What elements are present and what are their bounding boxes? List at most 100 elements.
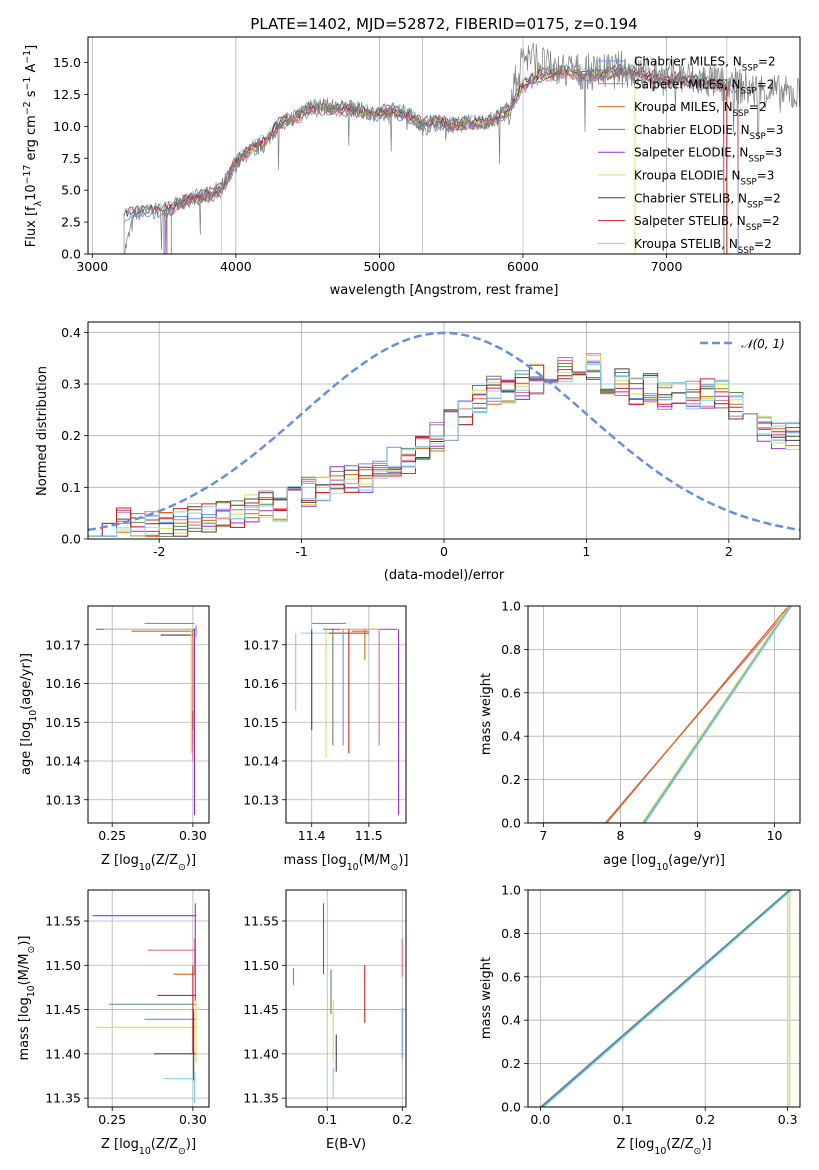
- y-axis-label: mass weight: [479, 957, 494, 1039]
- x-tick-label: 11.4: [298, 828, 326, 843]
- x-tick-label: 2: [725, 544, 733, 559]
- legend-label-0-part: =2: [758, 55, 776, 69]
- gaussian-curve: [88, 331, 800, 532]
- residual-axes: -2 -1 0 1 2 0.0 0.1 0.2 0.3 0.4: [61, 321, 801, 559]
- x-axis-label-part: (age/yr)]: [668, 853, 725, 868]
- legend-label-6-part: =2: [763, 191, 781, 205]
- x-axis-label-part: 10: [656, 862, 668, 873]
- axes-frame: [285, 889, 407, 1108]
- x-tick-label: 0.25: [98, 828, 126, 843]
- age-vs-metallicity-axes: 0.25 0.30 10.13 10.14 10.15 10.16 10.17: [45, 605, 210, 843]
- x-tick-label: 0.25: [98, 1112, 126, 1127]
- y-tick-label: 10.15: [243, 715, 279, 730]
- x-tick-label: 4000: [220, 259, 252, 274]
- cumulative-line-4: [543, 890, 793, 1107]
- x-tick-label: 0.30: [179, 828, 207, 843]
- y-axis-label-part: s: [24, 90, 39, 101]
- legend-label-3-part: =3: [766, 123, 784, 137]
- x-tick-label: 0.1: [317, 1112, 337, 1127]
- axes-frame: [527, 889, 801, 1108]
- model-line-0: [123, 70, 739, 254]
- legend-label-5-part: =3: [757, 169, 775, 183]
- legend-label-2-part: Kroupa MILES, N: [634, 100, 733, 114]
- x-axis-label-part: 10: [347, 862, 359, 873]
- legend-label-2-part: =2: [749, 100, 767, 114]
- x-tick-label: 0.0: [530, 1112, 550, 1127]
- x-axis-label-part: 10: [139, 1146, 151, 1157]
- x-tick-label: 9: [694, 828, 702, 843]
- plot-area: [528, 890, 800, 1107]
- y-axis-label-part: 10: [26, 985, 37, 997]
- x-axis-label-part: 10: [654, 1146, 666, 1157]
- x-axis-label-part: (Z/Z: [151, 853, 178, 868]
- axes-frame: [527, 605, 801, 824]
- y-axis-label: Normed distribution: [35, 366, 50, 496]
- y-axis-label-part: −1: [22, 77, 33, 91]
- x-axis-label-part: (Z/Z: [666, 1137, 693, 1152]
- y-tick-label: 10.13: [45, 792, 81, 807]
- x-axis-label: wavelength [Angstrom, rest frame]: [330, 283, 559, 298]
- y-tick-label: 11.55: [45, 914, 81, 929]
- axes-frame: [87, 889, 210, 1108]
- y-tick-label: 0.4: [501, 1013, 521, 1028]
- x-tick-label: 10: [767, 828, 783, 843]
- cumulative-line-4: [535, 607, 788, 823]
- y-axis-label: mass [log10(M/M⊙)]: [17, 936, 37, 1061]
- y-tick-label: 1.0: [501, 599, 521, 614]
- y-axis-label-part: (M/M: [17, 954, 32, 986]
- plot-area: [91, 37, 800, 254]
- y-axis-label: age [log10(age/yr)]: [19, 653, 39, 775]
- y-tick-label: 10.14: [243, 754, 279, 769]
- y-axis-label-part: −17: [22, 165, 33, 185]
- x-tick-label: 0.2: [695, 1112, 715, 1127]
- y-tick-label: 0.2: [501, 772, 521, 787]
- legend-label-3-part: Chabrier ELODIE, N: [634, 123, 750, 137]
- y-tick-label: 0.0: [61, 247, 81, 262]
- x-axis-label: Z [log10(Z/Z⊙)]: [616, 1137, 711, 1157]
- y-tick-label: 5.0: [61, 183, 81, 198]
- x-axis-label-part: )]: [701, 1137, 711, 1152]
- axes-frame: [87, 605, 210, 824]
- x-tick-label: 5000: [363, 259, 395, 274]
- y-tick-label: 12.5: [53, 87, 81, 102]
- plot-area: [528, 606, 800, 823]
- legend-label-1-part: =2: [757, 77, 775, 91]
- y-axis-label-part: Flux [f: [24, 206, 39, 247]
- x-tick-label: 0.30: [179, 1112, 207, 1127]
- y-tick-label: 11.45: [243, 1002, 279, 1017]
- cumulative-line-2: [535, 606, 793, 823]
- cumulative-line-1: [535, 606, 791, 823]
- x-axis-label-part: ⊙: [178, 1146, 186, 1157]
- x-axis-label-part: (M/M: [359, 853, 391, 868]
- x-tick-label: 0.2: [392, 1112, 412, 1127]
- mass-vs-extinction-axes: 0.1 0.2 11.35 11.40 11.45 11.50 11.55: [243, 889, 412, 1127]
- y-axis-label-part: −2: [22, 101, 33, 115]
- x-axis-label-part: mass [log: [284, 853, 347, 868]
- x-axis-label-part: Z [log: [101, 853, 139, 868]
- legend-label-7-part: Salpeter STELIB, N: [634, 214, 746, 228]
- data-spectrum: [123, 42, 800, 254]
- legend-label-0: Chabrier MILES, NSSP=2: [634, 55, 776, 74]
- plot-area: [286, 890, 406, 1107]
- legend-label-1: Salpeter MILES, NSSP=2: [634, 77, 774, 96]
- x-axis-label-part: Z [log: [616, 1137, 654, 1152]
- y-axis-label-part: −1: [22, 50, 33, 64]
- axes-frame: [285, 605, 407, 824]
- y-tick-label: 0.2: [501, 1056, 521, 1071]
- y-tick-label: 0.1: [61, 480, 81, 495]
- x-axis-label: age [log10(age/yr)]: [603, 853, 725, 873]
- x-tick-label: 3000: [76, 259, 108, 274]
- x-axis-label-part: )]: [398, 853, 408, 868]
- legend-label-5-part: Kroupa ELODIE, N: [634, 169, 741, 183]
- legend-label-gaussian: 𝒩(0, 1): [741, 337, 785, 351]
- legend-label-7: Salpeter STELIB, NSSP=2: [634, 214, 780, 233]
- plot-area: [88, 322, 800, 539]
- legend-label-4-part: =3: [765, 146, 783, 160]
- legend-label-8: Kroupa STELIB, NSSP=2: [634, 237, 772, 256]
- legend-label-0-part: Chabrier MILES, N: [634, 55, 742, 69]
- x-tick-label: 7000: [651, 259, 683, 274]
- plot-area: [286, 606, 406, 823]
- metallicity-mass-weight-axes: 0.0 0.1 0.2 0.3 0.0 0.2 0.4 0.6 0.8 1.0: [501, 883, 801, 1127]
- legend-label-1-part: SSP: [741, 86, 757, 96]
- legend-label-4-part: SSP: [748, 155, 764, 165]
